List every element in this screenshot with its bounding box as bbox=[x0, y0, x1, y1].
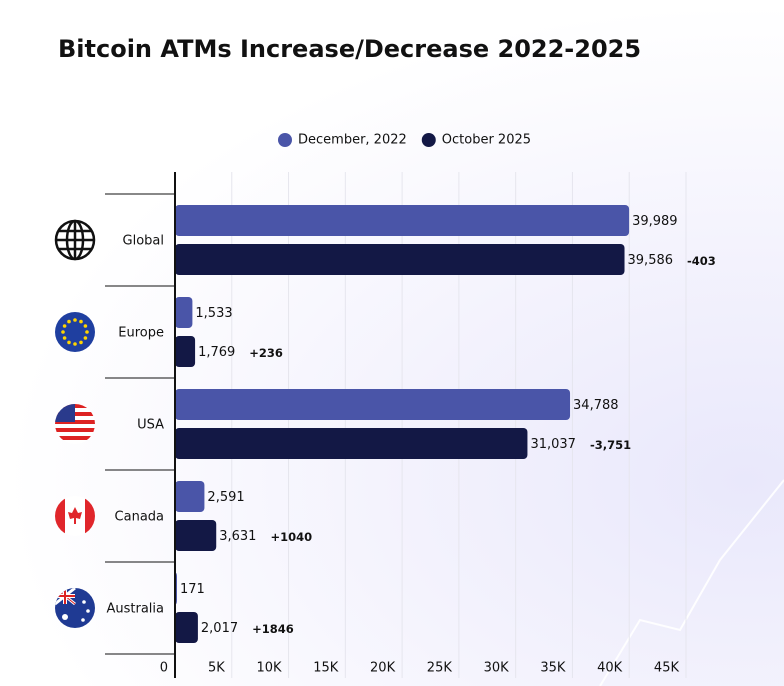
change-label: -403 bbox=[687, 254, 716, 268]
bar bbox=[175, 428, 528, 459]
value-label: 3,631 bbox=[219, 529, 256, 544]
value-label: 2,591 bbox=[207, 490, 244, 505]
x-tick-label: 35K bbox=[540, 661, 566, 676]
category-label: Canada bbox=[115, 510, 164, 525]
legend-label: December, 2022 bbox=[298, 133, 407, 148]
x-tick-label: 5K bbox=[208, 661, 225, 676]
x-tick-label: 45K bbox=[654, 661, 680, 676]
x-tick-label: 20K bbox=[370, 661, 396, 676]
icon-globe bbox=[54, 219, 96, 261]
x-tick-label: 10K bbox=[256, 661, 282, 676]
x-tick-label: 0 bbox=[160, 661, 168, 676]
chart-title: Bitcoin ATMs Increase/Decrease 2022-2025 bbox=[58, 35, 641, 63]
category-label: USA bbox=[137, 418, 164, 433]
icon-australia bbox=[55, 588, 95, 628]
icon-canada bbox=[55, 496, 95, 536]
value-label: 39,989 bbox=[632, 214, 678, 229]
value-label: 34,788 bbox=[573, 398, 619, 413]
change-label: -3,751 bbox=[590, 438, 631, 452]
category-label: Europe bbox=[118, 326, 164, 341]
category-label: Global bbox=[123, 234, 164, 249]
change-label: +1040 bbox=[270, 530, 312, 544]
legend-label: October 2025 bbox=[442, 133, 531, 148]
x-tick-label: 15K bbox=[313, 661, 339, 676]
bar bbox=[175, 481, 205, 512]
bar bbox=[175, 336, 196, 367]
legend-swatch bbox=[278, 133, 292, 147]
icon-usa bbox=[55, 404, 95, 444]
bar bbox=[175, 205, 630, 236]
icon-eu bbox=[55, 312, 95, 352]
value-label: 1,533 bbox=[195, 306, 232, 321]
x-tick-label: 40K bbox=[597, 661, 623, 676]
value-label: 2,017 bbox=[201, 621, 238, 636]
bar bbox=[175, 389, 571, 420]
bar bbox=[175, 297, 193, 328]
category-label: Australia bbox=[106, 602, 164, 617]
value-label: 171 bbox=[180, 582, 205, 597]
value-label: 39,586 bbox=[628, 253, 674, 268]
decor bbox=[599, 479, 784, 686]
x-tick-label: 25K bbox=[427, 661, 453, 676]
bar bbox=[175, 244, 625, 275]
change-label: +1846 bbox=[252, 622, 294, 636]
value-label: 1,769 bbox=[198, 345, 235, 360]
x-tick-label: 30K bbox=[484, 661, 510, 676]
legend-swatch bbox=[421, 133, 436, 147]
value-label: 31,037 bbox=[530, 437, 576, 452]
bar bbox=[175, 520, 217, 551]
change-label: +236 bbox=[249, 346, 283, 360]
bar bbox=[175, 612, 198, 643]
